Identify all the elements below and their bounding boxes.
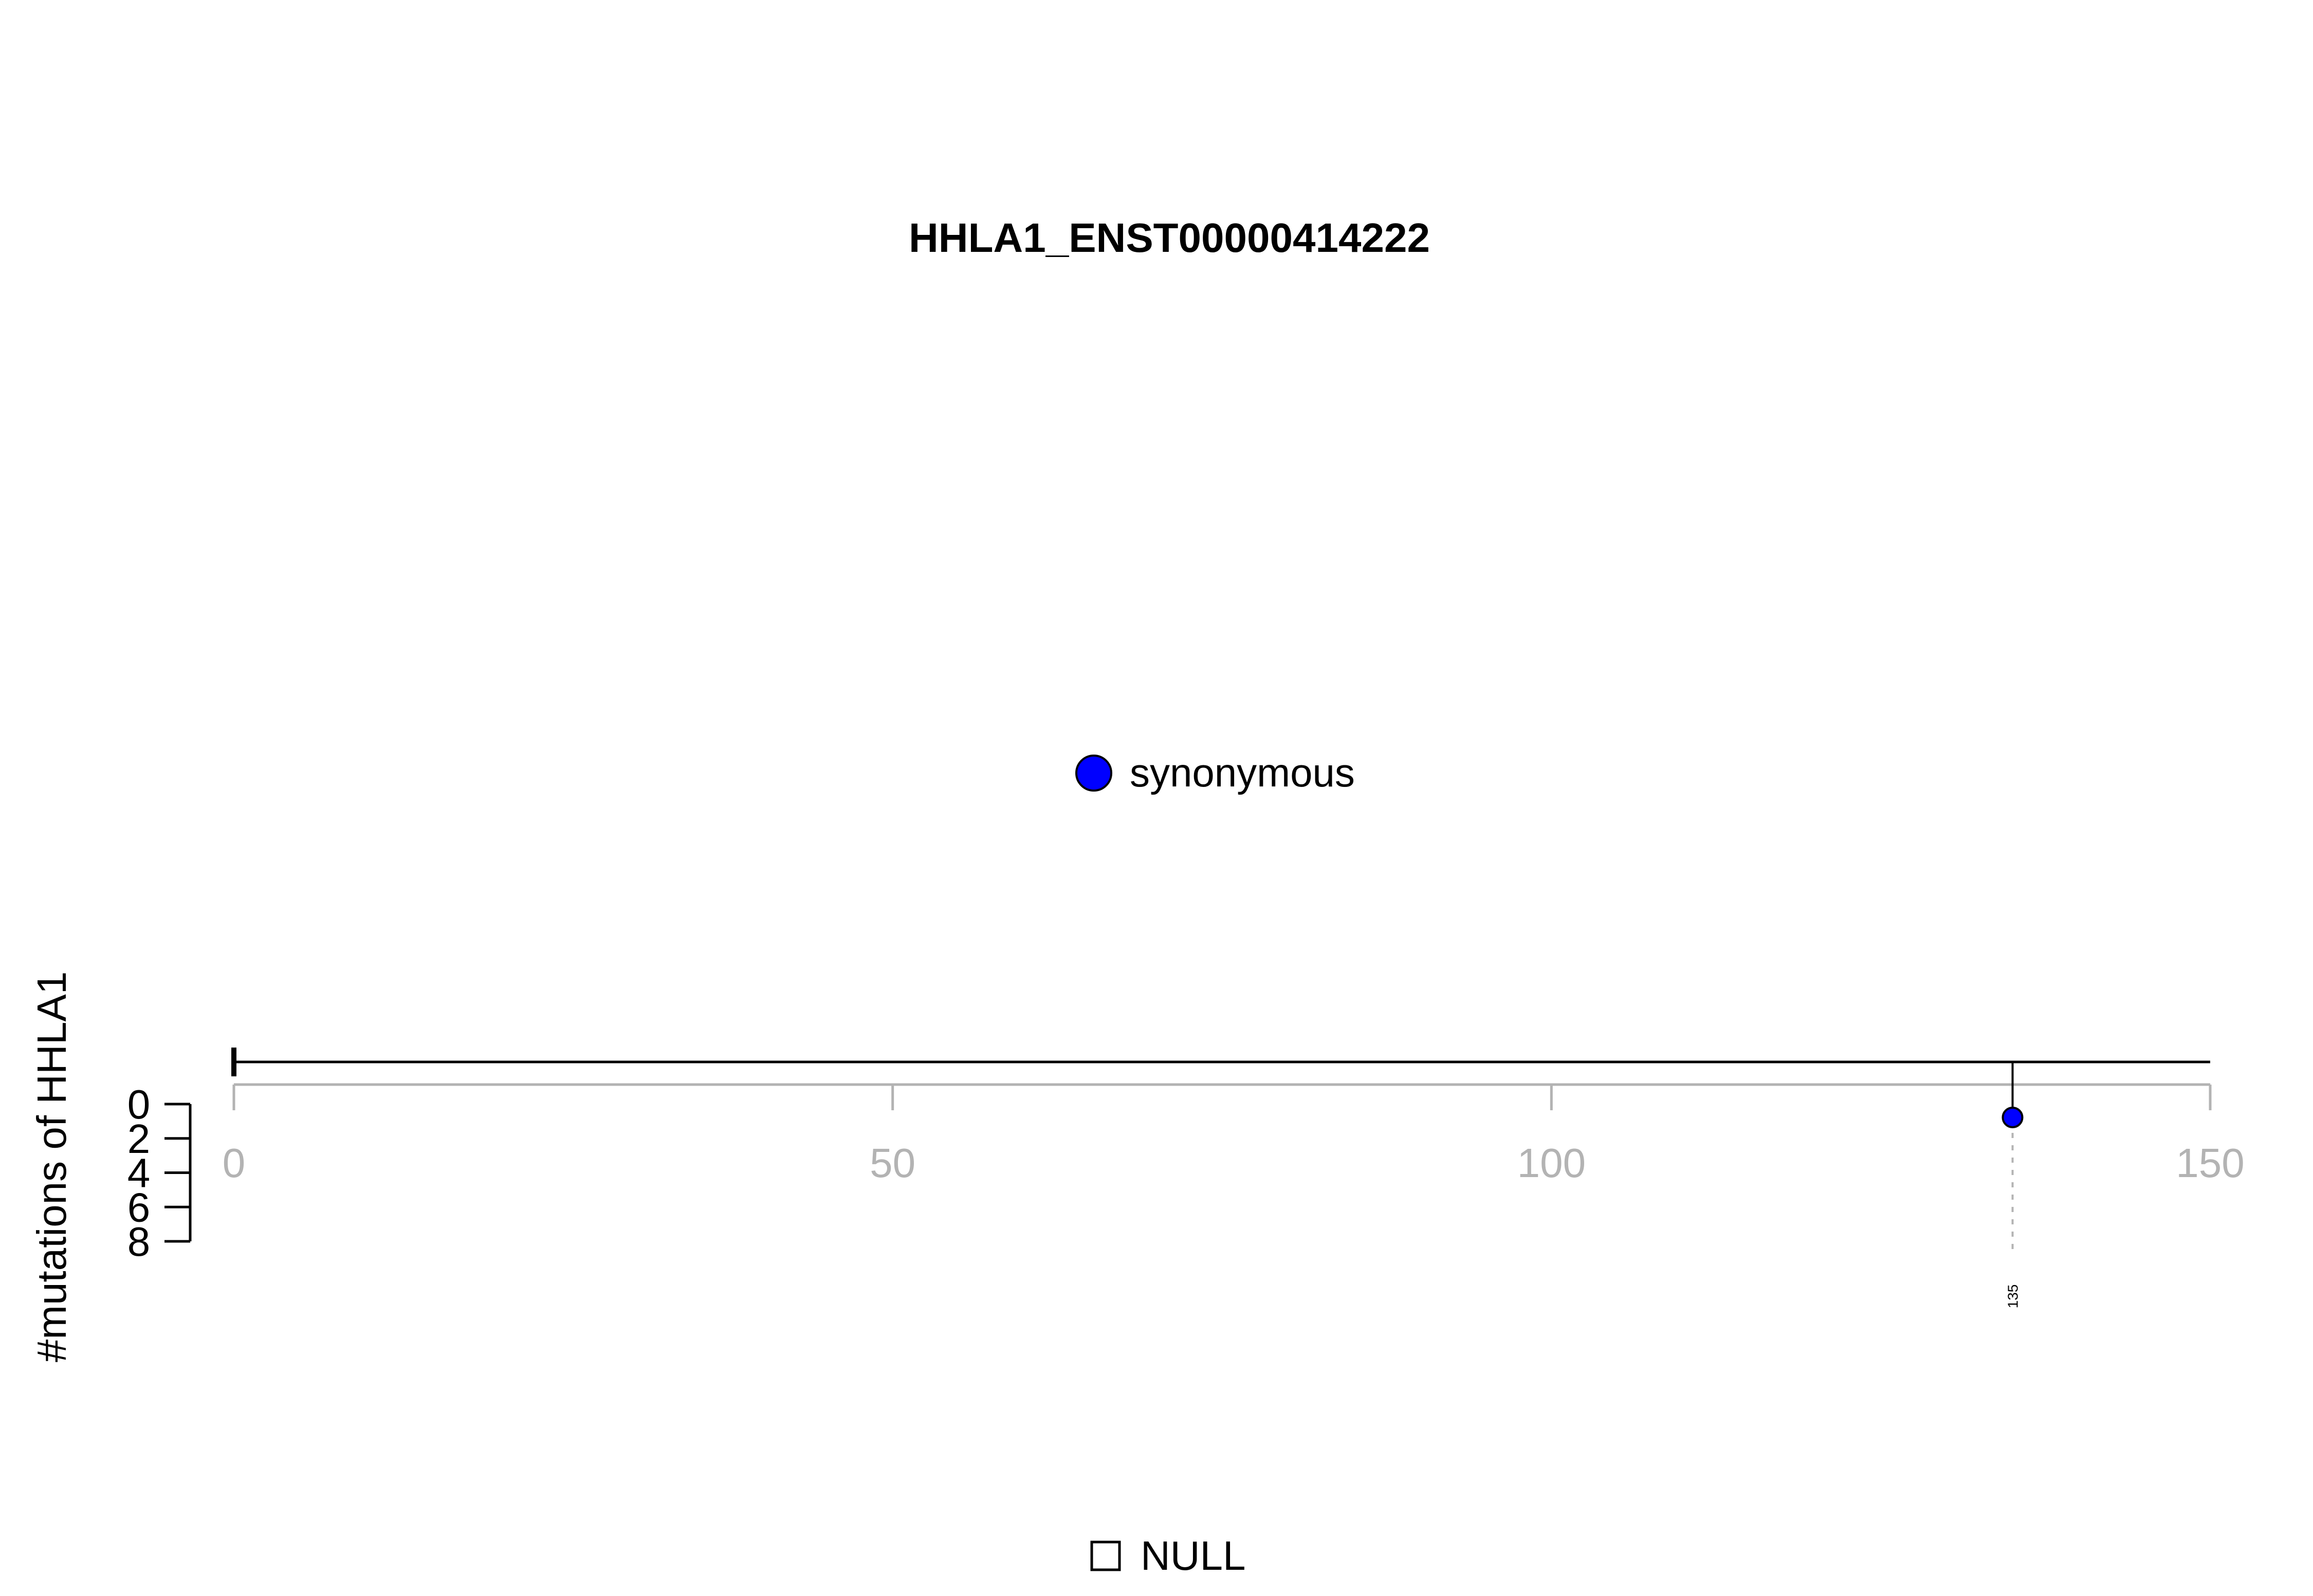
legend-label-synonymous: synonymous — [1130, 750, 1355, 795]
domain-legend-label: NULL — [1141, 1533, 1246, 1579]
chart-title: HHLA1_ENST00000414222 — [909, 215, 1430, 261]
y-tick-label-8: 8 — [127, 1219, 151, 1264]
x-tick-label-0: 0 — [223, 1140, 246, 1186]
y-tick-label-6: 6 — [127, 1184, 151, 1230]
x-axis: 0 50 100 150 — [223, 1083, 2245, 1186]
y-axis-label: #mutations of HHLA1 — [29, 971, 75, 1362]
x-tick-label-50: 50 — [870, 1140, 915, 1186]
y-tick-label-4: 4 — [127, 1150, 151, 1196]
domain-legend: NULL — [1090, 1533, 1246, 1579]
mutation-label-0: 135 — [2005, 1285, 2021, 1309]
x-tick-label-100: 100 — [1517, 1140, 1586, 1186]
y-tick-label-0: 0 — [127, 1081, 151, 1127]
legend-marker-synonymous — [1075, 755, 1112, 792]
mutation-lollipops: 135 — [2002, 1062, 2024, 1309]
protein-backbone — [231, 1048, 2210, 1076]
x-tick-label-150: 150 — [2176, 1140, 2244, 1186]
y-tick-label-2: 2 — [127, 1116, 151, 1162]
domain-legend-box — [1090, 1540, 1121, 1571]
mutation-type-legend: synonymous — [1075, 750, 1355, 795]
mutation-point-0 — [2002, 1107, 2024, 1128]
